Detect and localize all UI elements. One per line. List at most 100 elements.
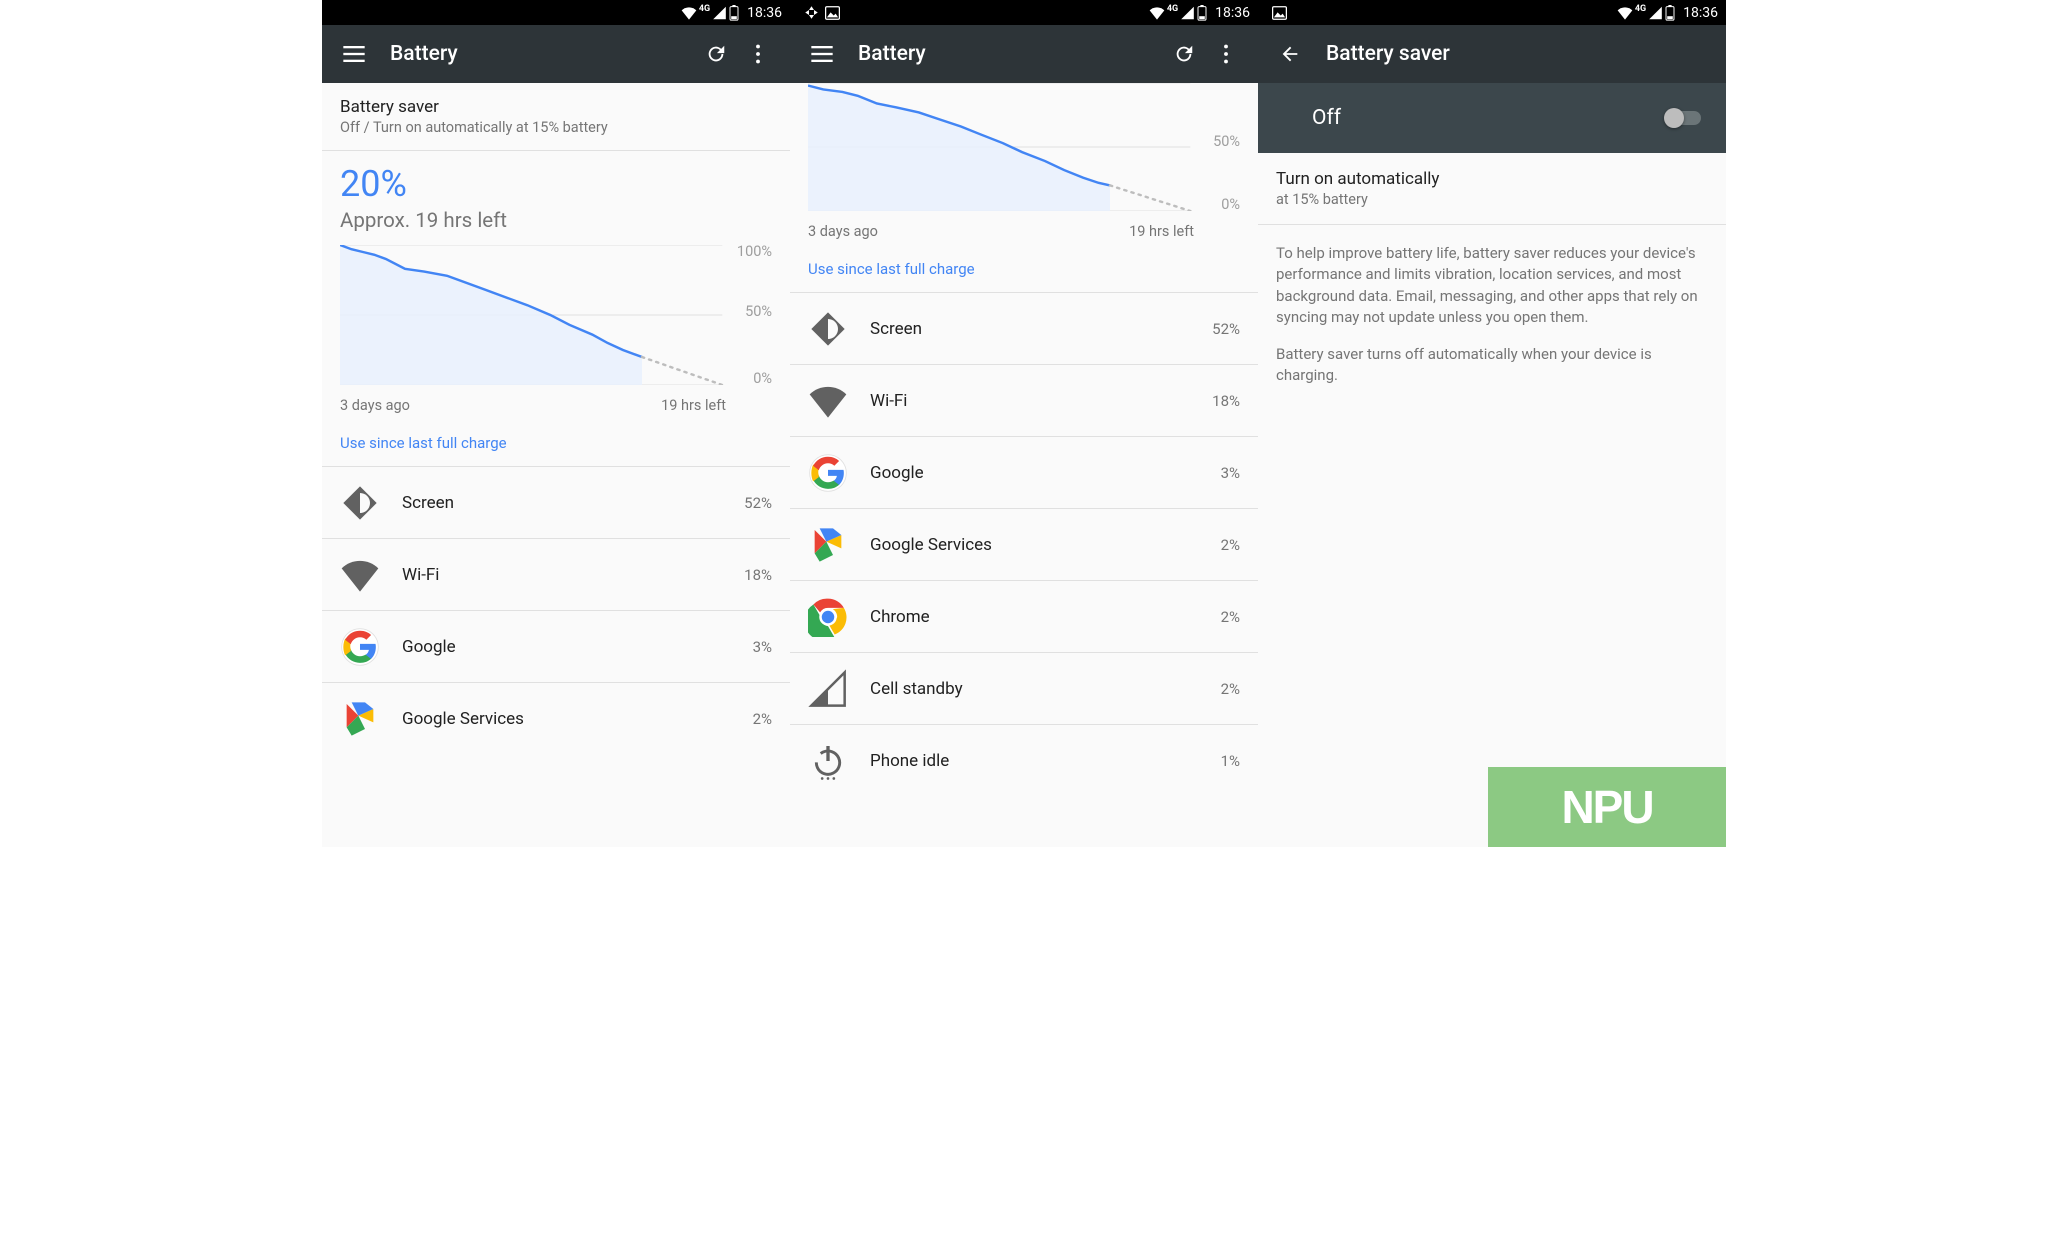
usage-app-pct: 2%	[1221, 536, 1240, 554]
usage-row[interactable]: Google Services 2%	[790, 508, 1258, 580]
battery-saver-title: Battery saver	[340, 97, 772, 117]
usage-row[interactable]: Google Services 2%	[322, 682, 790, 754]
usage-row[interactable]: Google 3%	[322, 610, 790, 682]
chart-xstart: 3 days ago	[808, 223, 878, 240]
chart-xlabels: 3 days ago 19 hrs left	[322, 391, 790, 414]
statusbar: 4G 18:36	[1258, 0, 1726, 25]
desc-p2: Battery saver turns off automatically wh…	[1276, 344, 1708, 387]
battery-chart[interactable]: 100% 50% 0%	[322, 237, 790, 391]
battery-level-block: 20% Approx. 19 hrs left	[322, 151, 790, 237]
usage-row[interactable]: Screen 52%	[322, 466, 790, 538]
appbar: Battery	[790, 25, 1258, 83]
wifi-solid-icon	[808, 381, 848, 421]
brightness-icon	[808, 309, 848, 349]
menu-button[interactable]	[806, 38, 838, 70]
usage-app-pct: 52%	[744, 494, 772, 512]
usage-app-pct: 3%	[753, 638, 772, 656]
screen-battery-scrolled: 4G 18:36 Battery 50% 0%	[790, 0, 1258, 847]
battery-icon	[1665, 5, 1675, 21]
usage-list: Screen 52% Wi-Fi 18% Google 3% Google Se…	[790, 292, 1258, 796]
auto-on-row[interactable]: Turn on automatically at 15% battery	[1258, 153, 1726, 225]
cell-standby-icon	[808, 669, 848, 709]
chart-xend: 19 hrs left	[661, 397, 726, 414]
usage-app-name: Phone idle	[870, 751, 1221, 771]
refresh-button[interactable]	[700, 38, 732, 70]
photos-notification-icon	[804, 5, 819, 20]
chart-svg	[340, 245, 772, 385]
appbar-title: Battery	[858, 42, 1158, 66]
auto-on-title: Turn on automatically	[1276, 169, 1708, 189]
menu-button[interactable]	[338, 38, 370, 70]
chart-xend: 19 hrs left	[1129, 223, 1194, 240]
chart-ylabel-50: 50%	[1213, 133, 1240, 150]
usage-row[interactable]: Screen 52%	[790, 292, 1258, 364]
battery-icon	[1197, 5, 1207, 21]
usage-list: Screen 52% Wi-Fi 18% Google 3% Google Se…	[322, 466, 790, 754]
chart-ylabel-0: 0%	[753, 370, 772, 387]
appbar: Battery	[322, 25, 790, 83]
usage-row[interactable]: Google 3%	[790, 436, 1258, 508]
watermark-text: NPU	[1561, 780, 1652, 834]
status-time: 18:36	[1683, 5, 1718, 21]
usage-app-name: Screen	[402, 493, 744, 513]
screen-battery-saver: 4G 18:36 Battery saver Off Turn on autom…	[1258, 0, 1726, 847]
appbar: Battery saver	[1258, 25, 1726, 83]
play-services-icon	[808, 525, 848, 565]
image-notification-icon	[1272, 6, 1287, 20]
usage-row[interactable]: Wi-Fi 18%	[790, 364, 1258, 436]
usage-row[interactable]: Cell standby 2%	[790, 652, 1258, 724]
statusbar: 4G 18:36	[322, 0, 790, 25]
usage-app-pct: 2%	[1221, 680, 1240, 698]
usage-row[interactable]: Phone idle 1%	[790, 724, 1258, 796]
usage-app-name: Wi-Fi	[870, 391, 1212, 411]
signal-icon	[1648, 6, 1663, 20]
chart-svg	[808, 83, 1240, 211]
auto-on-subtitle: at 15% battery	[1276, 191, 1708, 208]
google-g-icon	[808, 453, 848, 493]
wifi-solid-icon	[340, 555, 380, 595]
screen-battery-main: 4G 18:36 Battery Battery saver Off / Tur…	[322, 0, 790, 847]
network-label: 4G	[1635, 4, 1646, 14]
usage-app-name: Chrome	[870, 607, 1221, 627]
usage-app-name: Screen	[870, 319, 1212, 339]
network-label: 4G	[1167, 4, 1178, 14]
wifi-icon	[681, 6, 697, 20]
more-button[interactable]	[1210, 38, 1242, 70]
chart-ylabel-100: 100%	[737, 243, 772, 260]
usage-app-name: Google Services	[870, 535, 1221, 555]
usage-app-pct: 18%	[1212, 392, 1240, 410]
brightness-icon	[340, 483, 380, 523]
wifi-icon	[1149, 6, 1165, 20]
usage-app-name: Wi-Fi	[402, 565, 744, 585]
play-services-icon	[340, 699, 380, 739]
battery-saver-subtitle: Off / Turn on automatically at 15% batte…	[340, 119, 772, 136]
refresh-button[interactable]	[1168, 38, 1200, 70]
usage-app-name: Google	[870, 463, 1221, 483]
power-icon	[808, 741, 848, 781]
battery-saver-toggle-row[interactable]: Off	[1258, 83, 1726, 153]
usage-app-name: Cell standby	[870, 679, 1221, 699]
usage-subheader: Use since last full charge	[790, 240, 1258, 292]
chart-xlabels: 3 days ago 19 hrs left	[790, 217, 1258, 240]
chart-ylabel-50: 50%	[745, 303, 772, 320]
more-button[interactable]	[742, 38, 774, 70]
signal-icon	[712, 6, 727, 20]
usage-app-pct: 3%	[1221, 464, 1240, 482]
switch-icon[interactable]	[1664, 107, 1702, 129]
usage-app-pct: 2%	[753, 710, 772, 728]
signal-icon	[1180, 6, 1195, 20]
usage-app-name: Google Services	[402, 709, 753, 729]
usage-row[interactable]: Chrome 2%	[790, 580, 1258, 652]
back-button[interactable]	[1274, 38, 1306, 70]
usage-app-pct: 52%	[1212, 320, 1240, 338]
wifi-icon	[1617, 6, 1633, 20]
desc-p1: To help improve battery life, battery sa…	[1276, 243, 1708, 328]
saver-description: To help improve battery life, battery sa…	[1258, 225, 1726, 405]
appbar-title: Battery saver	[1326, 42, 1710, 66]
battery-saver-row[interactable]: Battery saver Off / Turn on automaticall…	[322, 83, 790, 151]
battery-chart[interactable]: 50% 0%	[790, 83, 1258, 217]
usage-row[interactable]: Wi-Fi 18%	[322, 538, 790, 610]
status-time: 18:36	[747, 5, 782, 21]
status-time: 18:36	[1215, 5, 1250, 21]
statusbar: 4G 18:36	[790, 0, 1258, 25]
